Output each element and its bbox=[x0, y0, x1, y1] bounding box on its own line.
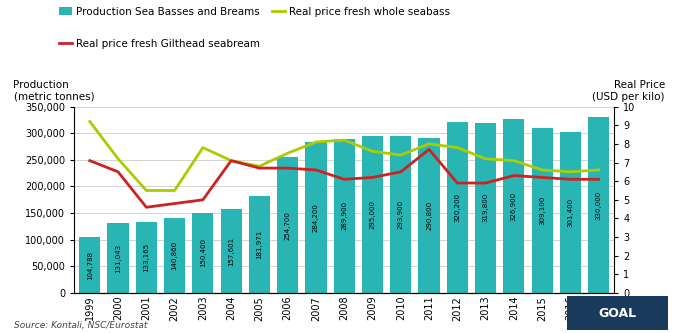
Bar bbox=[164, 218, 185, 293]
Bar bbox=[79, 237, 101, 293]
Text: 133,165: 133,165 bbox=[143, 243, 149, 272]
Bar bbox=[475, 123, 496, 293]
Text: 290,800: 290,800 bbox=[426, 201, 432, 230]
Text: 284,200: 284,200 bbox=[313, 203, 319, 232]
Text: 254,700: 254,700 bbox=[285, 211, 291, 240]
Text: 319,800: 319,800 bbox=[483, 193, 489, 222]
Text: Real Price
(USD per kilo): Real Price (USD per kilo) bbox=[593, 80, 665, 102]
Text: 157,601: 157,601 bbox=[228, 236, 234, 266]
Text: 181,971: 181,971 bbox=[256, 230, 263, 259]
Text: 150,400: 150,400 bbox=[200, 238, 206, 267]
Text: 330,000: 330,000 bbox=[596, 190, 601, 220]
Text: 326,900: 326,900 bbox=[511, 191, 517, 220]
Text: 301,400: 301,400 bbox=[568, 198, 574, 227]
Text: 140,860: 140,860 bbox=[171, 241, 178, 270]
Bar bbox=[531, 128, 553, 293]
Text: Source: Kontali, NSC/Eurostat: Source: Kontali, NSC/Eurostat bbox=[14, 321, 147, 330]
Text: GOAL: GOAL bbox=[599, 306, 637, 320]
Text: 295,000: 295,000 bbox=[369, 200, 375, 229]
Bar bbox=[560, 133, 581, 293]
Legend: Production Sea Basses and Breams, Real price fresh whole seabass: Production Sea Basses and Breams, Real p… bbox=[59, 7, 450, 17]
Text: 289,900: 289,900 bbox=[342, 201, 347, 230]
Bar bbox=[277, 157, 298, 293]
Bar bbox=[418, 138, 439, 293]
Text: Production
(metric tonnes): Production (metric tonnes) bbox=[14, 80, 94, 102]
Bar bbox=[362, 136, 383, 293]
Bar bbox=[221, 209, 242, 293]
Legend: Real price fresh Gilthead seabream: Real price fresh Gilthead seabream bbox=[59, 39, 260, 49]
Text: 293,900: 293,900 bbox=[398, 200, 404, 229]
Bar bbox=[192, 213, 213, 293]
Bar bbox=[107, 223, 129, 293]
Bar bbox=[447, 123, 468, 293]
Text: 131,043: 131,043 bbox=[115, 243, 121, 273]
Bar bbox=[249, 196, 270, 293]
Bar bbox=[588, 117, 610, 293]
Bar bbox=[305, 142, 327, 293]
Text: 320,200: 320,200 bbox=[454, 193, 460, 222]
Bar bbox=[504, 119, 524, 293]
Text: 309,100: 309,100 bbox=[539, 196, 545, 225]
Bar bbox=[390, 137, 411, 293]
Bar bbox=[333, 139, 355, 293]
Text: 104,788: 104,788 bbox=[87, 250, 92, 280]
Bar bbox=[136, 222, 157, 293]
